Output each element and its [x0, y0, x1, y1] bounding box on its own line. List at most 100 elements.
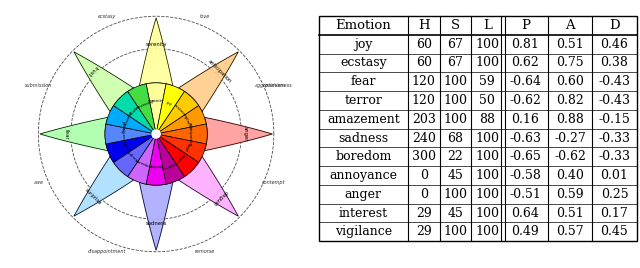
Text: 100: 100	[476, 150, 499, 163]
Polygon shape	[40, 117, 108, 151]
Text: 120: 120	[412, 94, 436, 107]
Text: -0.51: -0.51	[509, 188, 541, 201]
Text: 0.62: 0.62	[511, 57, 540, 69]
Text: 203: 203	[412, 113, 436, 126]
Polygon shape	[74, 157, 134, 216]
Text: aggressiveness: aggressiveness	[255, 83, 292, 88]
Text: -0.62: -0.62	[509, 94, 541, 107]
Polygon shape	[140, 183, 173, 250]
Text: 120: 120	[412, 75, 436, 88]
Text: 29: 29	[416, 207, 431, 219]
Text: 0.57: 0.57	[556, 225, 584, 238]
Text: 0.60: 0.60	[556, 75, 584, 88]
Polygon shape	[140, 18, 173, 85]
Text: 0.46: 0.46	[600, 38, 628, 51]
Text: fear: fear	[351, 75, 376, 88]
Text: D: D	[609, 19, 620, 32]
Polygon shape	[179, 52, 238, 111]
Text: S: S	[451, 19, 460, 32]
Text: 100: 100	[444, 94, 467, 107]
Wedge shape	[106, 134, 156, 162]
Text: amazement: amazement	[327, 113, 399, 126]
Text: 100: 100	[476, 188, 499, 201]
Text: serenity: serenity	[148, 99, 164, 103]
Text: sadness: sadness	[338, 132, 388, 144]
Text: 0.82: 0.82	[556, 94, 584, 107]
Text: H: H	[418, 19, 429, 32]
Text: 0.25: 0.25	[601, 188, 628, 201]
Text: anger: anger	[345, 188, 382, 201]
Wedge shape	[156, 134, 198, 177]
Wedge shape	[127, 84, 156, 134]
Text: 0.16: 0.16	[511, 113, 540, 126]
Wedge shape	[156, 134, 184, 184]
Text: disgust: disgust	[211, 189, 228, 206]
Text: 0.81: 0.81	[511, 38, 540, 51]
Text: submission: submission	[24, 83, 52, 88]
Wedge shape	[156, 106, 206, 134]
Text: 100: 100	[476, 225, 499, 238]
Wedge shape	[146, 134, 166, 185]
Text: 100: 100	[444, 113, 467, 126]
Text: 100: 100	[476, 38, 499, 51]
Wedge shape	[113, 91, 156, 134]
Text: love: love	[200, 14, 210, 19]
Text: 0.49: 0.49	[511, 225, 540, 238]
Text: 240: 240	[412, 132, 436, 144]
Wedge shape	[156, 134, 206, 162]
Text: 100: 100	[444, 75, 467, 88]
Text: sadness: sadness	[145, 221, 167, 226]
Wedge shape	[127, 134, 156, 184]
Wedge shape	[113, 134, 156, 177]
Text: -0.64: -0.64	[509, 75, 541, 88]
Text: boredom: boredom	[335, 150, 392, 163]
Wedge shape	[146, 83, 166, 134]
Text: -0.62: -0.62	[554, 150, 586, 163]
Text: loathing: loathing	[161, 160, 177, 170]
Text: disappointment: disappointment	[88, 249, 127, 254]
Text: 60: 60	[416, 57, 432, 69]
Text: ecstasy: ecstasy	[173, 103, 186, 117]
Text: -0.27: -0.27	[554, 132, 586, 144]
Polygon shape	[204, 117, 272, 151]
Text: -0.65: -0.65	[509, 150, 541, 163]
Text: 59: 59	[479, 75, 495, 88]
Text: 0.38: 0.38	[600, 57, 628, 69]
Text: -0.58: -0.58	[509, 169, 541, 182]
Text: 100: 100	[476, 57, 499, 69]
Text: fear: fear	[64, 129, 69, 139]
Text: grief: grief	[122, 142, 129, 152]
Text: anticipation: anticipation	[188, 122, 191, 146]
Text: 29: 29	[416, 225, 431, 238]
Text: 50: 50	[479, 94, 495, 107]
Text: annoyance: annoyance	[329, 169, 397, 182]
Text: -0.33: -0.33	[598, 132, 630, 144]
Text: 0.51: 0.51	[556, 38, 584, 51]
Text: P: P	[521, 19, 530, 32]
Text: anticipation: anticipation	[207, 58, 232, 84]
Text: vigilance: vigilance	[335, 225, 392, 238]
Text: 45: 45	[447, 169, 463, 182]
Text: 100: 100	[444, 225, 467, 238]
Text: boredom: boredom	[134, 159, 153, 170]
Text: 100: 100	[476, 207, 499, 219]
Text: anger: anger	[174, 152, 185, 163]
Wedge shape	[156, 84, 184, 134]
Text: 0.45: 0.45	[600, 225, 628, 238]
Text: 88: 88	[479, 113, 495, 126]
Wedge shape	[156, 124, 207, 144]
Text: -0.63: -0.63	[509, 132, 541, 144]
Text: 0.75: 0.75	[556, 57, 584, 69]
Text: 0.01: 0.01	[600, 169, 628, 182]
Text: 0.40: 0.40	[556, 169, 584, 182]
Text: 0: 0	[420, 169, 428, 182]
Text: amazement: amazement	[119, 109, 132, 133]
Text: vigilance: vigilance	[182, 112, 192, 131]
Text: joy: joy	[354, 38, 372, 51]
Text: 67: 67	[447, 38, 463, 51]
Text: 0.88: 0.88	[556, 113, 584, 126]
Text: interest: interest	[339, 207, 388, 219]
Text: serenity: serenity	[145, 42, 167, 47]
Text: rage: rage	[183, 142, 191, 152]
Wedge shape	[105, 124, 156, 144]
